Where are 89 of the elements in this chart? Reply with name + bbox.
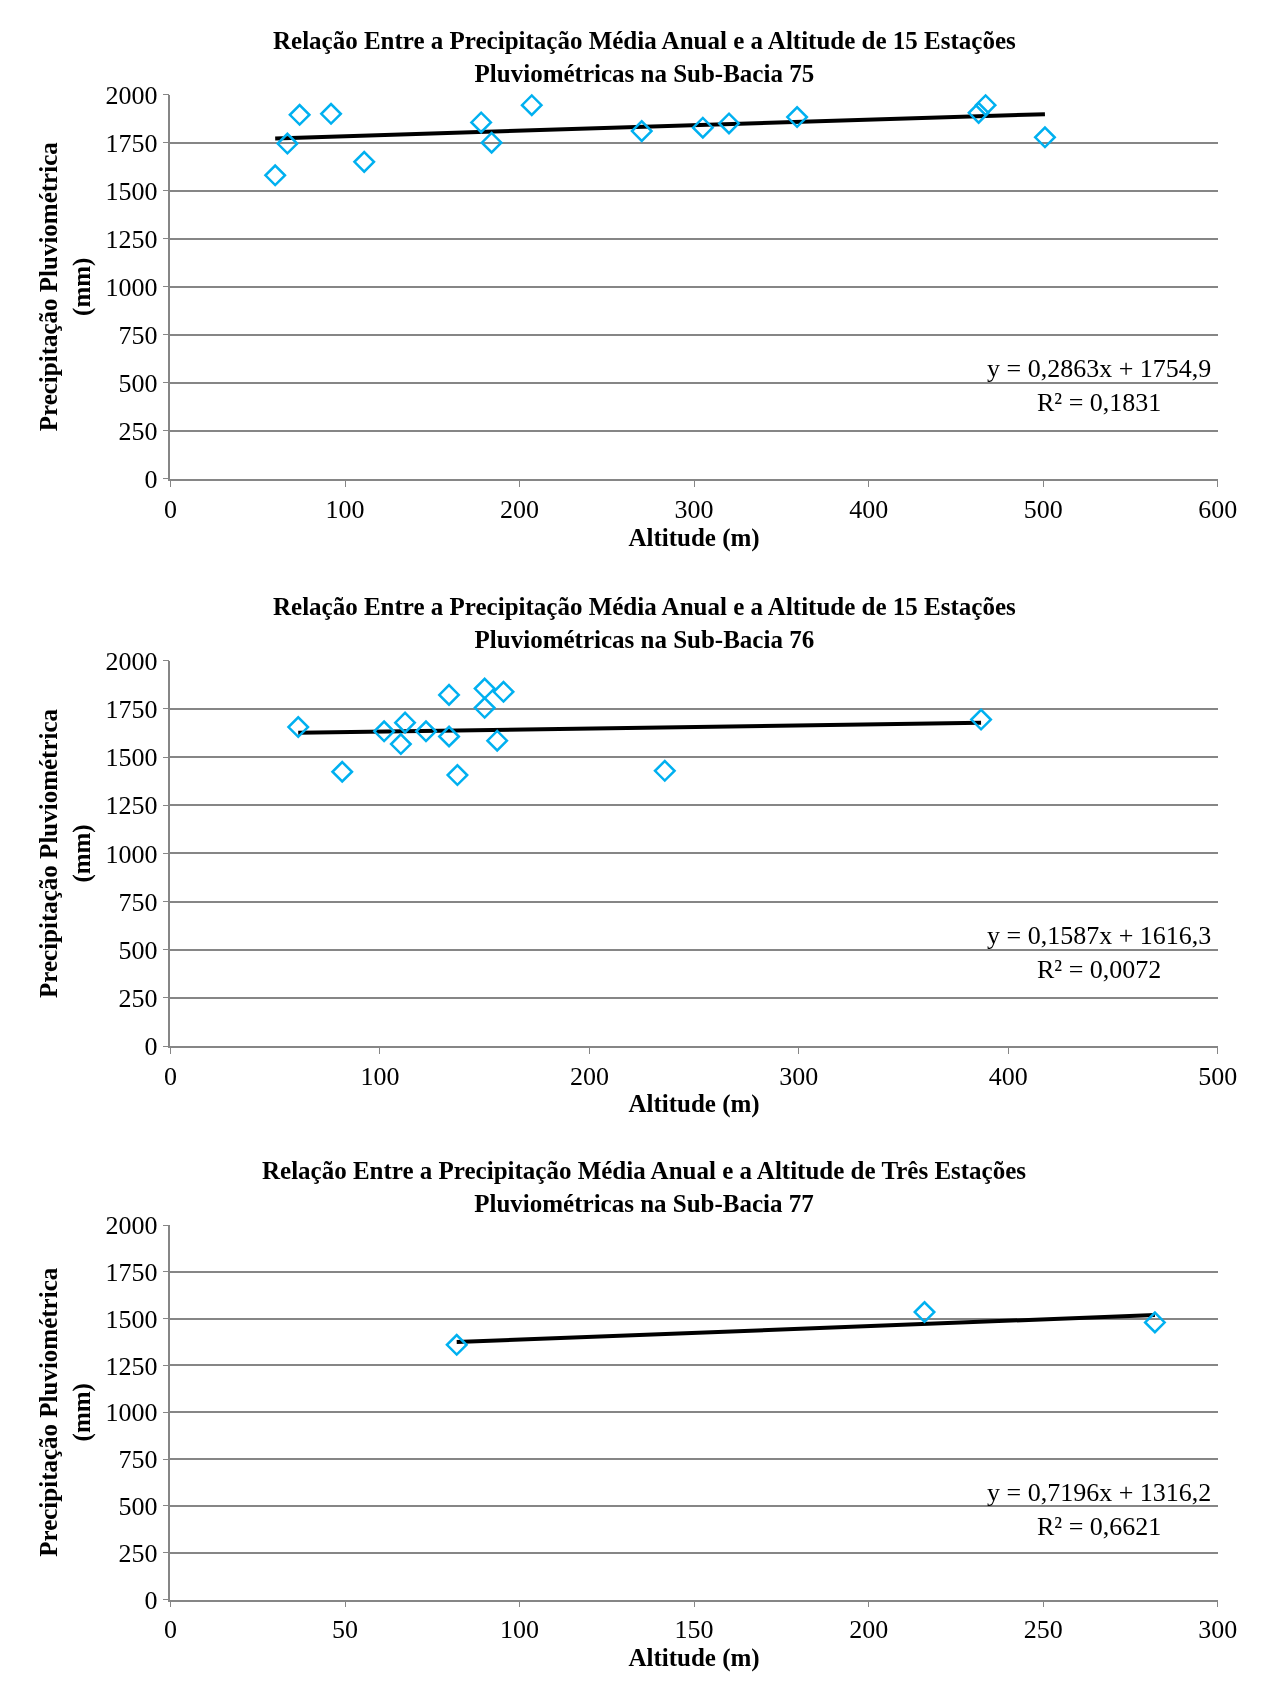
point [446,764,469,787]
x-tick-label: 0 [163,1062,177,1092]
point [470,111,493,134]
y-tick-label: 2000 [105,1211,158,1241]
point [974,94,997,117]
point [389,733,412,756]
y-tick-label: 250 [118,417,158,446]
x-tick-label: 0 [163,1615,177,1645]
x-tick-label: 100 [500,1615,540,1645]
x-tick-label: 100 [360,1062,400,1092]
y-tick-label: 750 [118,320,158,350]
y-tick-label: 2000 [105,80,158,110]
y-tick-label: 0 [144,465,158,495]
y-tick-label: 0 [144,1585,158,1615]
y-axis-title: Precipitação Pluviométrica (mm) [35,708,96,998]
x-tick-label: 600 [1198,494,1238,524]
y-tick-label: 1000 [105,272,158,302]
point [438,683,461,706]
point [320,102,343,125]
point [264,164,287,187]
point [486,729,509,752]
annotation: y = 0,2863x + 1754,9 R² = 0,1831 [987,354,1212,417]
x-tick-label: 300 [779,1062,819,1092]
point [415,720,437,743]
point [438,725,461,748]
y-tick-label: 1000 [105,1398,158,1428]
point [276,132,299,155]
point [718,112,741,135]
y-axis-title: Precipitação Pluviométrica (mm) [35,1267,96,1557]
point [480,131,503,154]
point [288,103,311,126]
chart-title: Relação Entre a Precipitação Média Anual e a Altitude de 15 Estações Pluviométricas na Sub-Bacia 76 [273,593,1017,653]
annotation: y = 0,7196x + 1316,2 R² = 0,6621 [987,1478,1212,1541]
x-tick-label: 300 [1198,1615,1238,1645]
x-tick-label: 200 [500,494,540,524]
y-tick-label: 1750 [105,1257,158,1287]
point [492,680,515,703]
y-tick-label: 750 [118,1445,158,1475]
x-axis-title: Altitude (m) [628,1089,760,1118]
point [786,106,809,129]
point [287,716,310,739]
y-tick-label: 500 [118,1491,158,1521]
point [373,720,396,743]
y-tick-label: 1000 [105,839,158,869]
annotation: y = 0,1587x + 1616,3 R² = 0,0072 [987,921,1212,984]
x-tick-label: 500 [1198,1062,1238,1092]
point [691,116,714,139]
y-tick-label: 1750 [105,128,158,158]
y-tick-label: 1500 [105,743,158,773]
y-tick-label: 750 [118,887,158,917]
y-tick-label: 1500 [105,1304,158,1334]
y-tick-label: 250 [118,1538,158,1568]
x-tick-label: 100 [325,494,365,524]
y-tick-label: 1500 [105,176,158,206]
y-tick-label: 250 [118,984,158,1014]
point [1033,126,1056,149]
chart-title: Relação Entre a Precipitação Média Anual e a Altitude de 15 Estações Pluviométricas na Sub-Bacia 75 [273,27,1017,87]
chart-title: Relação Entre a Precipitação Média Anual e a Altitude de Três Estações Pluviométricas na Sub-Bacia 77 [262,1157,1027,1217]
point [970,708,993,731]
y-tick-label: 1250 [105,224,158,254]
x-tick-label: 50 [332,1615,359,1645]
y-tick-label: 0 [144,1032,158,1062]
point [520,94,543,117]
x-tick-label: 400 [988,1062,1028,1092]
x-tick-label: 250 [1023,1615,1063,1645]
point [394,711,417,734]
x-tick-label: 0 [163,494,177,524]
point [653,759,676,782]
x-tick-label: 200 [569,1062,609,1092]
point [331,760,354,783]
y-tick-label: 500 [118,935,158,965]
x-tick-label: 300 [674,494,714,524]
point [353,150,376,173]
y-tick-label: 1250 [105,791,158,821]
x-tick-label: 500 [1023,494,1063,524]
x-tick-label: 150 [674,1615,714,1645]
y-tick-label: 2000 [105,646,158,676]
point [473,677,496,700]
y-tick-label: 500 [118,368,158,398]
x-tick-label: 200 [849,1615,889,1645]
y-tick-label: 1750 [105,695,158,725]
y-tick-label: 1250 [105,1351,158,1381]
point [630,120,653,143]
y-axis-title: Precipitação Pluviométrica (mm) [35,141,96,432]
point [473,696,496,719]
point [967,101,990,124]
x-axis-title: Altitude (m) [628,523,760,552]
x-tick-label: 400 [849,494,889,524]
x-axis-title: Altitude (m) [628,1644,760,1673]
